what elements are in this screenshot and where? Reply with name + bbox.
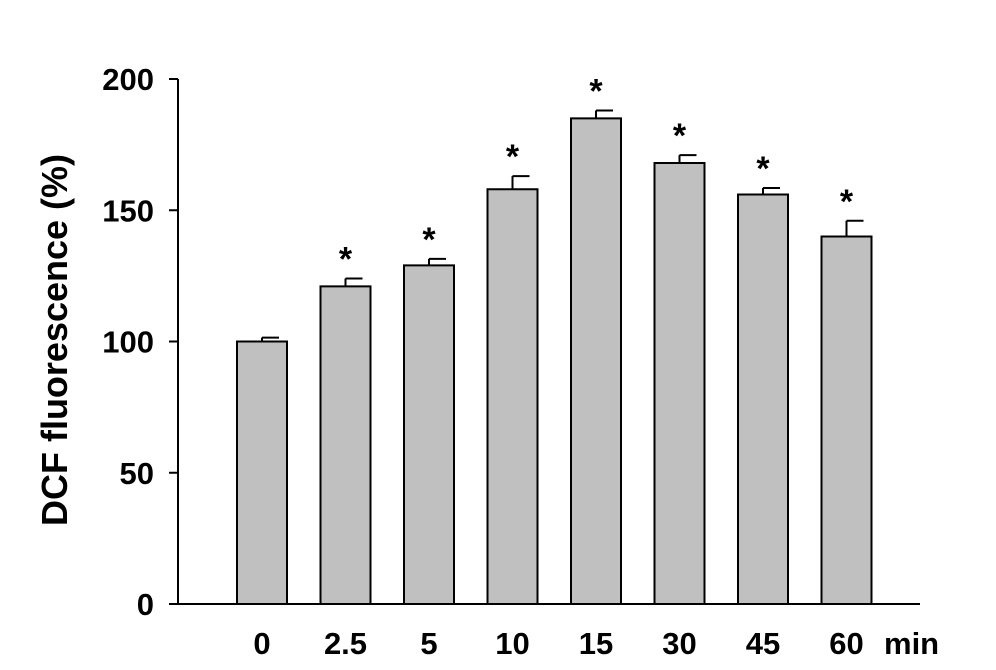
x-tick-label: 0	[253, 626, 270, 661]
y-ticks-group: 0 50 100 150 200	[102, 62, 178, 622]
bars-group: * * * * * * *	[236, 73, 873, 605]
bar	[570, 117, 622, 605]
x-tick-label: 2.5	[324, 626, 367, 661]
bar	[653, 162, 706, 605]
y-axis-title: DCF fluorescence (%)	[34, 154, 75, 526]
significance-mark: *	[339, 241, 353, 279]
significance-mark: *	[506, 138, 520, 176]
bar	[236, 340, 288, 605]
x-tick-label: 15	[579, 626, 613, 661]
x-tick-label: 45	[746, 626, 780, 661]
significance-mark: *	[840, 183, 854, 221]
bar	[403, 264, 455, 605]
bar	[820, 235, 873, 605]
bar	[737, 193, 789, 605]
significance-mark: *	[673, 117, 687, 155]
x-unit-label: min	[884, 626, 939, 661]
x-ticks-group: 0 2.5 5 10 15 30 45 60	[253, 626, 863, 661]
y-tick-label: 150	[102, 193, 154, 228]
significance-mark: *	[422, 221, 436, 259]
significance-mark: *	[589, 73, 603, 111]
x-tick-label: 60	[829, 626, 863, 661]
x-tick-label: 5	[420, 626, 437, 661]
x-tick-label: 10	[495, 626, 529, 661]
bar	[486, 188, 539, 605]
significance-mark: *	[756, 150, 770, 188]
y-tick-label: 0	[137, 587, 154, 622]
y-tick-label: 200	[102, 62, 154, 97]
bar	[319, 285, 372, 605]
y-tick-label: 100	[102, 325, 154, 360]
x-tick-label: 30	[662, 626, 696, 661]
y-tick-label: 50	[120, 456, 154, 491]
